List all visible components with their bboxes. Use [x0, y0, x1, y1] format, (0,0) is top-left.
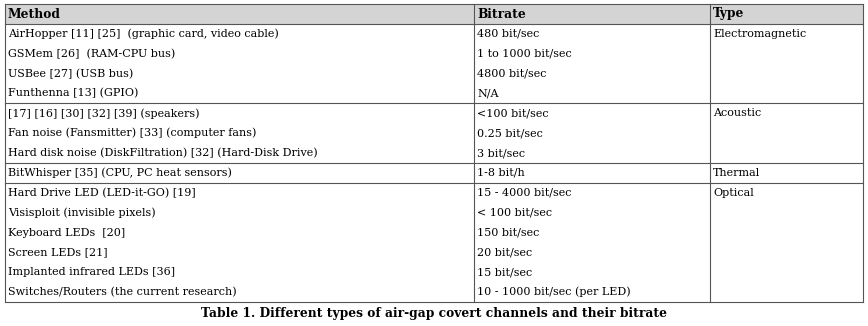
Text: 15 bit/sec: 15 bit/sec — [477, 267, 533, 277]
Text: Screen LEDs [21]: Screen LEDs [21] — [8, 247, 108, 257]
Bar — [5, 24, 863, 44]
Text: Electromagnetic: Electromagnetic — [713, 29, 806, 39]
Bar — [5, 123, 863, 143]
Text: Type: Type — [713, 7, 745, 21]
Bar — [5, 4, 863, 24]
Text: <100 bit/sec: <100 bit/sec — [477, 108, 549, 118]
Text: Fan noise (Fansmitter) [33] (computer fans): Fan noise (Fansmitter) [33] (computer fa… — [8, 128, 256, 139]
Bar — [5, 103, 863, 123]
Bar — [5, 163, 863, 183]
Text: Hard Drive LED (LED-it-GO) [19]: Hard Drive LED (LED-it-GO) [19] — [8, 188, 196, 198]
Text: 480 bit/sec: 480 bit/sec — [477, 29, 540, 39]
Text: Method: Method — [8, 7, 61, 21]
Bar — [5, 64, 863, 83]
Bar — [5, 203, 863, 223]
Text: 1-8 bit/h: 1-8 bit/h — [477, 168, 525, 178]
Text: [17] [16] [30] [32] [39] (speakers): [17] [16] [30] [32] [39] (speakers) — [8, 108, 200, 119]
Text: 4800 bit/sec: 4800 bit/sec — [477, 69, 547, 79]
Text: < 100 bit/sec: < 100 bit/sec — [477, 208, 552, 218]
Text: Optical: Optical — [713, 188, 754, 198]
Bar — [5, 44, 863, 64]
Text: Acoustic: Acoustic — [713, 108, 761, 118]
Text: Keyboard LEDs  [20]: Keyboard LEDs [20] — [8, 228, 125, 238]
Text: Switches/Routers (the current research): Switches/Routers (the current research) — [8, 287, 237, 297]
Text: AirHopper [11] [25]  (graphic card, video cable): AirHopper [11] [25] (graphic card, video… — [8, 29, 279, 39]
Text: 15 - 4000 bit/sec: 15 - 4000 bit/sec — [477, 188, 572, 198]
Bar — [5, 243, 863, 262]
Text: Visisploit (invisible pixels): Visisploit (invisible pixels) — [8, 207, 155, 218]
Text: Implanted infrared LEDs [36]: Implanted infrared LEDs [36] — [8, 267, 175, 277]
Text: N/A: N/A — [477, 88, 499, 98]
Text: 20 bit/sec: 20 bit/sec — [477, 247, 533, 257]
Bar — [5, 143, 863, 163]
Text: 1 to 1000 bit/sec: 1 to 1000 bit/sec — [477, 49, 572, 59]
Bar — [5, 262, 863, 282]
Text: Thermal: Thermal — [713, 168, 760, 178]
Text: Hard disk noise (DiskFiltration) [32] (Hard-Disk Drive): Hard disk noise (DiskFiltration) [32] (H… — [8, 148, 318, 158]
Text: USBee [27] (USB bus): USBee [27] (USB bus) — [8, 68, 134, 79]
Text: Funthenna [13] (GPIO): Funthenna [13] (GPIO) — [8, 88, 138, 99]
Text: Table 1. Different types of air-gap covert channels and their bitrate: Table 1. Different types of air-gap cove… — [201, 307, 667, 320]
Text: GSMem [26]  (RAM-CPU bus): GSMem [26] (RAM-CPU bus) — [8, 49, 175, 59]
Text: 150 bit/sec: 150 bit/sec — [477, 228, 540, 238]
Bar — [5, 183, 863, 203]
Bar — [5, 83, 863, 103]
Bar — [5, 223, 863, 243]
Text: 3 bit/sec: 3 bit/sec — [477, 148, 525, 158]
Text: 0.25 bit/sec: 0.25 bit/sec — [477, 128, 543, 138]
Bar — [5, 282, 863, 302]
Text: Bitrate: Bitrate — [477, 7, 526, 21]
Text: BitWhisper [35] (CPU, PC heat sensors): BitWhisper [35] (CPU, PC heat sensors) — [8, 168, 232, 178]
Text: 10 - 1000 bit/sec (per LED): 10 - 1000 bit/sec (per LED) — [477, 287, 631, 297]
